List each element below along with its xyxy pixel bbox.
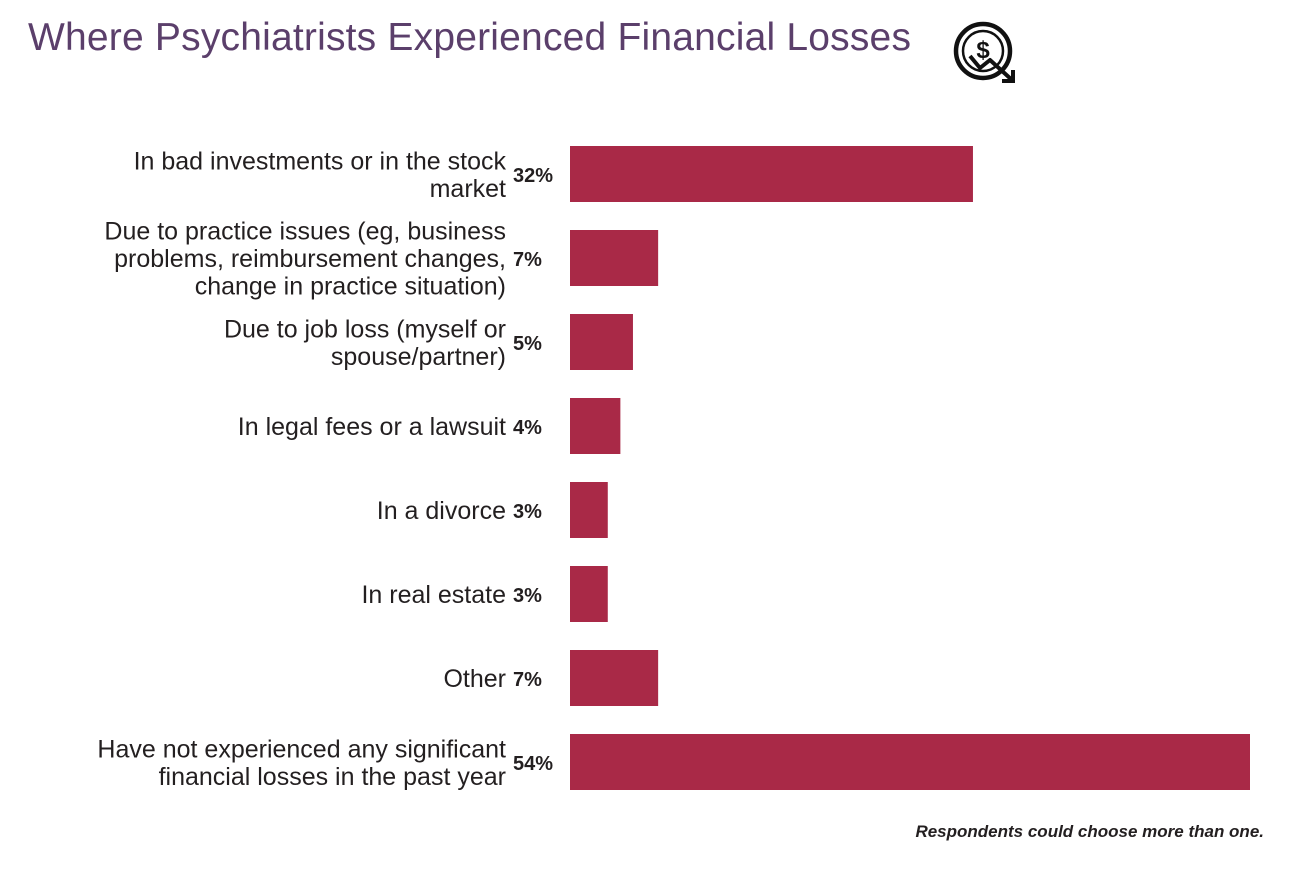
- category-label-line: problems, reimbursement changes,: [114, 245, 506, 273]
- value-label-7: 54%: [513, 753, 553, 775]
- bar-1: [570, 230, 659, 286]
- value-label-5: 3%: [513, 585, 542, 607]
- category-label-line: Due to job loss (myself or: [224, 315, 506, 343]
- bar-4: [570, 482, 608, 538]
- bar-0: [570, 146, 973, 202]
- category-label-line: market: [430, 175, 506, 203]
- value-label-6: 7%: [513, 669, 542, 691]
- value-label-3: 4%: [513, 417, 542, 439]
- category-label-line: In bad investments or in the stock: [134, 147, 507, 175]
- svg-text:$: $: [976, 37, 990, 64]
- category-label-1: Due to practice issues (eg, business prob…: [104, 218, 506, 301]
- category-label-line: Other: [443, 665, 506, 693]
- money-loss-icon: $: [953, 21, 1015, 83]
- category-label-7: Have not experienced any significant fina…: [97, 735, 506, 791]
- bar-3: [570, 398, 621, 454]
- category-label-3: In legal fees or a lawsuit: [238, 413, 506, 441]
- bar-6: [570, 650, 659, 706]
- value-label-1: 7%: [513, 249, 542, 271]
- category-label-4: In a divorce: [377, 497, 506, 525]
- chart-title: Where Psychiatrists Experienced Financia…: [28, 16, 912, 59]
- category-label-line: In real estate: [361, 581, 506, 609]
- category-label-0: In bad investments or in the stock market: [134, 147, 507, 203]
- category-label-line: Due to practice issues (eg, business: [104, 218, 506, 246]
- bar-7: [570, 734, 1250, 790]
- category-label-line: financial losses in the past year: [159, 763, 506, 791]
- category-label-line: Have not experienced any significant: [97, 735, 506, 763]
- category-label-5: In real estate: [361, 581, 506, 609]
- value-label-0: 32%: [513, 165, 553, 187]
- category-label-line: change in practice situation): [195, 273, 506, 301]
- value-label-4: 3%: [513, 501, 542, 523]
- footnote: Respondents could choose more than one.: [915, 822, 1264, 841]
- category-label-line: In a divorce: [377, 497, 506, 525]
- category-label-line: spouse/partner): [331, 343, 506, 371]
- bar-2: [570, 314, 633, 370]
- category-label-6: Other: [443, 665, 506, 693]
- category-label-line: In legal fees or a lawsuit: [238, 413, 506, 441]
- category-label-2: Due to job loss (myself or spouse/partner…: [224, 315, 506, 371]
- bar-5: [570, 566, 608, 622]
- value-label-2: 5%: [513, 333, 542, 355]
